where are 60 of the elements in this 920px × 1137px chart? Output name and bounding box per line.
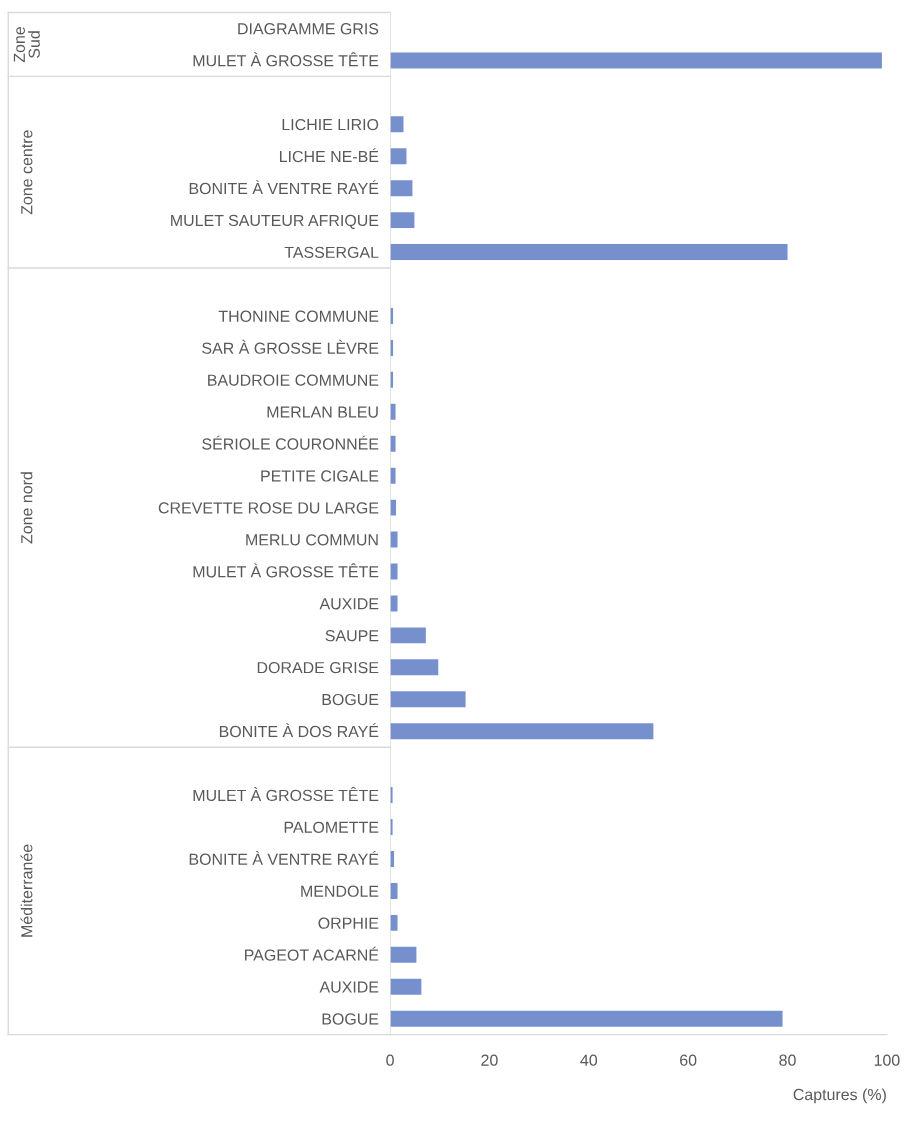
y-tick-label: SAUPE — [325, 630, 379, 642]
x-tick-label: 0 — [386, 1054, 394, 1066]
y-tick-label: BOGUE — [322, 1013, 379, 1025]
bar — [390, 914, 398, 931]
y-tick-label: AUXIDE — [319, 981, 379, 993]
bar — [390, 627, 426, 644]
bar — [390, 691, 466, 708]
y-tick-label: BONITE À DOS RAYÉ — [219, 723, 379, 738]
y-tick-label: MULET SAUTEUR AFRIQUE — [171, 214, 379, 229]
bar — [390, 1010, 783, 1027]
y-tick-label: PETITE CIGALE — [261, 470, 379, 482]
bar — [390, 882, 398, 899]
bar — [390, 723, 654, 740]
y-tick-label: MULET À GROSSE TÊTE — [193, 52, 379, 67]
y-tick-label: MULET À GROSSE TÊTE — [193, 563, 379, 578]
x-tick-label: 100 — [874, 1054, 900, 1066]
bar — [390, 212, 415, 229]
x-tick-label: 60 — [680, 1054, 697, 1066]
bar — [390, 978, 422, 995]
x-tick-label: 40 — [580, 1054, 598, 1066]
y-tick-label: PALOMETTE — [284, 821, 379, 833]
text: Zone Sud — [13, 26, 40, 63]
y-tick-label: BAUDROIE COMMUNE — [208, 374, 379, 386]
bar — [390, 659, 439, 676]
bar — [390, 244, 788, 261]
y-tick-label: MENDOLE — [301, 885, 379, 897]
x-tick-label: 20 — [481, 1054, 498, 1066]
x-tick-label: 80 — [779, 1054, 796, 1066]
y-tick-label: LICHIE LIRIO — [282, 118, 379, 131]
text: Zone centre — [21, 130, 33, 215]
y-tick-label: DORADE GRISE — [257, 661, 379, 674]
bar — [390, 148, 407, 165]
text: Zone nord — [20, 472, 33, 544]
bar — [390, 435, 396, 452]
y-tick-label: CREVETTE ROSE DU LARGE — [158, 502, 379, 514]
text: Méditerranée — [20, 844, 33, 937]
bar — [390, 52, 882, 69]
bar — [390, 595, 398, 612]
bar — [390, 403, 396, 420]
y-tick-label: BOGUE — [322, 693, 379, 706]
y-tick-label: MULET À GROSSE TÊTE — [193, 786, 379, 802]
x-axis-title: Captures (%) — [793, 1088, 886, 1104]
y-tick-label: PAGEOT ACARNÉ — [245, 946, 379, 961]
y-tick-label: AUXIDE — [319, 598, 379, 610]
bar — [390, 180, 413, 197]
y-tick-label: LICHE NE-BÉ — [279, 148, 379, 163]
bar — [390, 946, 417, 963]
y-tick-label: ORPHIE — [318, 917, 379, 929]
y-tick-label: THONINE COMMUNE — [218, 310, 379, 322]
y-tick-label: SÉRIOLE COURONNÉE — [202, 435, 379, 450]
y-tick-label: DIAGRAMME GRIS — [238, 23, 379, 35]
y-tick-label: MERLU COMMUN — [246, 534, 378, 546]
y-tick-label: BONITE À VENTRE RAYÉ — [189, 180, 379, 195]
y-tick-label: SAR À GROSSE LÈVRE — [202, 339, 379, 354]
y-tick-label: TASSERGAL — [284, 246, 379, 259]
y-tick-label: MERLAN BLEU — [267, 406, 378, 418]
bar — [390, 116, 404, 133]
bar — [390, 531, 398, 548]
bar — [390, 467, 396, 484]
y-tick-label: BONITE À VENTRE RAYÉ — [189, 850, 379, 865]
